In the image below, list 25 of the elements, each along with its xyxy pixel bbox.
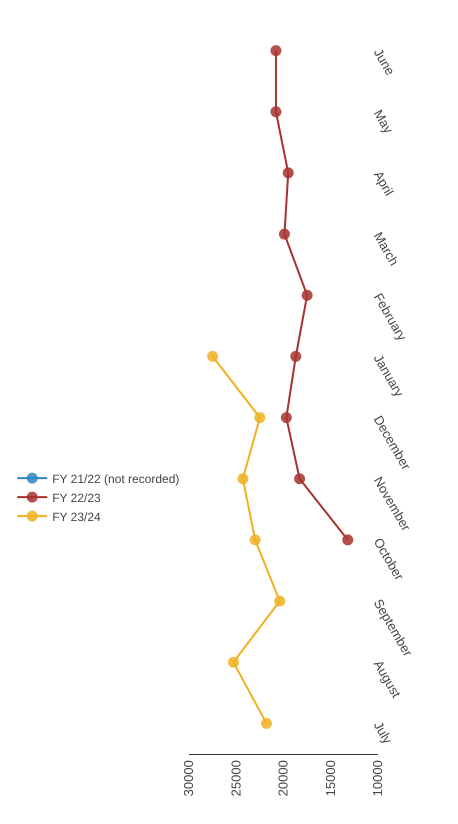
point	[250, 534, 261, 546]
y-tick-label: July	[370, 718, 396, 747]
point	[294, 473, 306, 484]
point	[270, 45, 282, 56]
point	[280, 412, 292, 424]
point	[254, 412, 266, 424]
x-tick-label: 30000	[181, 760, 196, 796]
point	[237, 473, 248, 484]
x-tick-label: 25000	[228, 760, 244, 796]
legend-label: FY 21/22 (not recorded)	[52, 472, 180, 486]
point	[342, 534, 354, 546]
point	[302, 290, 313, 301]
x-tick-label: 20000	[276, 760, 291, 796]
point	[270, 106, 282, 118]
point	[207, 350, 218, 362]
point	[282, 167, 294, 178]
point	[278, 228, 290, 240]
point	[290, 350, 302, 362]
legend-label: FY 23/24	[52, 510, 102, 524]
point	[274, 596, 286, 607]
x-tick-label: 10000	[370, 760, 386, 796]
x-tick-label: 15000	[322, 760, 338, 796]
point	[228, 656, 239, 668]
point	[260, 718, 272, 729]
legend-label: FY 22/23	[52, 490, 102, 505]
